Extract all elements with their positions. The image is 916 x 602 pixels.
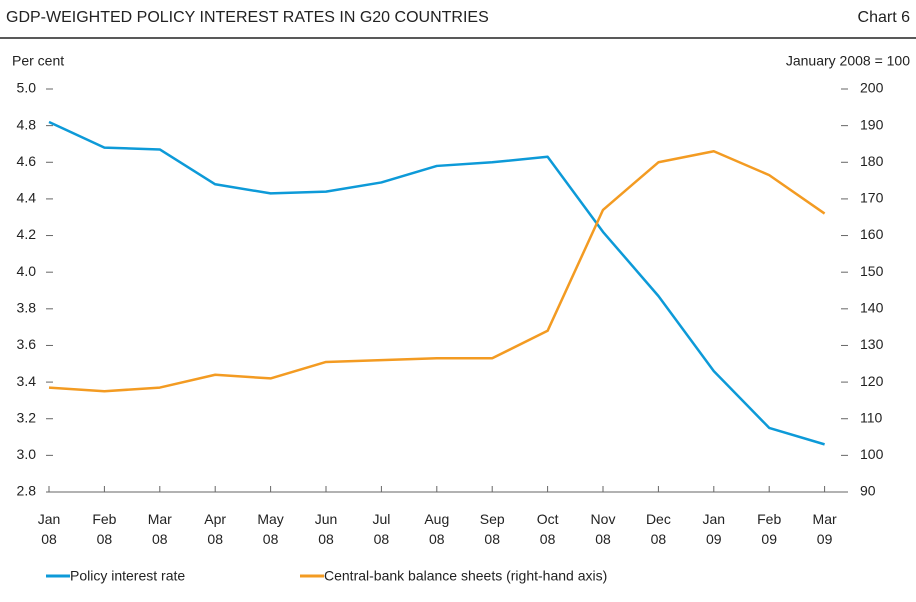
y-tick-label: 3.8 [17,300,37,316]
y-tick-label: 4.2 [17,226,37,242]
x-tick-label: Jun 08 [315,511,338,547]
y-tick-label: 4.6 [17,153,37,169]
y2-tick-label: 110 [860,409,883,425]
y2-tick-label: 130 [860,336,884,352]
x-tick-label: Aug 08 [424,511,449,547]
y2-tick-label: 120 [860,373,884,389]
chart-title: GDP-WEIGHTED POLICY INTEREST RATES IN G2… [6,9,489,26]
y2-axis-label: January 2008 = 100 [786,53,910,69]
y2-tick-label: 200 [860,80,884,96]
y2-tick-label: 100 [860,446,884,462]
legend-label: Policy interest rate [70,568,185,584]
y-tick-label: 3.4 [17,373,37,389]
y-tick-label: 4.8 [17,116,37,132]
y-tick-label: 2.8 [17,483,37,499]
y-tick-label: 5.0 [17,80,37,96]
y-tick-label: 3.0 [17,446,37,462]
x-tick-label: Mar 09 [813,511,837,547]
y2-tick-label: 160 [860,226,884,242]
y2-tick-label: 150 [860,263,884,279]
chart-number: Chart 6 [858,9,911,26]
y2-tick-label: 180 [860,153,884,169]
y2-tick-label: 90 [860,483,876,499]
x-tick-label: Feb 08 [92,511,116,547]
x-tick-label: Jan 09 [703,511,726,547]
x-tick-label: Feb 09 [757,511,781,547]
x-tick-label: May 08 [257,511,283,547]
x-tick-label: Mar 08 [148,511,172,547]
x-tick-label: Sep 08 [480,511,505,547]
y-tick-label: 3.6 [17,336,37,352]
y2-tick-label: 190 [860,116,884,132]
y2-tick-label: 140 [860,300,884,316]
x-tick-label: Apr 08 [204,511,226,547]
y-axis-label: Per cent [12,53,64,69]
x-tick-label: Jul 08 [372,511,390,547]
series-line [48,150,826,393]
x-tick-label: Oct 08 [537,511,559,547]
legend-label: Central-bank balance sheets (right-hand … [324,568,607,584]
x-tick-label: Nov 08 [591,511,616,547]
y-tick-label: 3.2 [17,409,37,425]
y-tick-label: 4.0 [17,263,37,279]
x-tick-label: Jan 08 [38,511,61,547]
y-tick-label: 4.4 [17,190,37,206]
x-tick-label: Dec 08 [646,511,671,547]
series-line [48,120,825,446]
y2-tick-label: 170 [860,190,884,206]
